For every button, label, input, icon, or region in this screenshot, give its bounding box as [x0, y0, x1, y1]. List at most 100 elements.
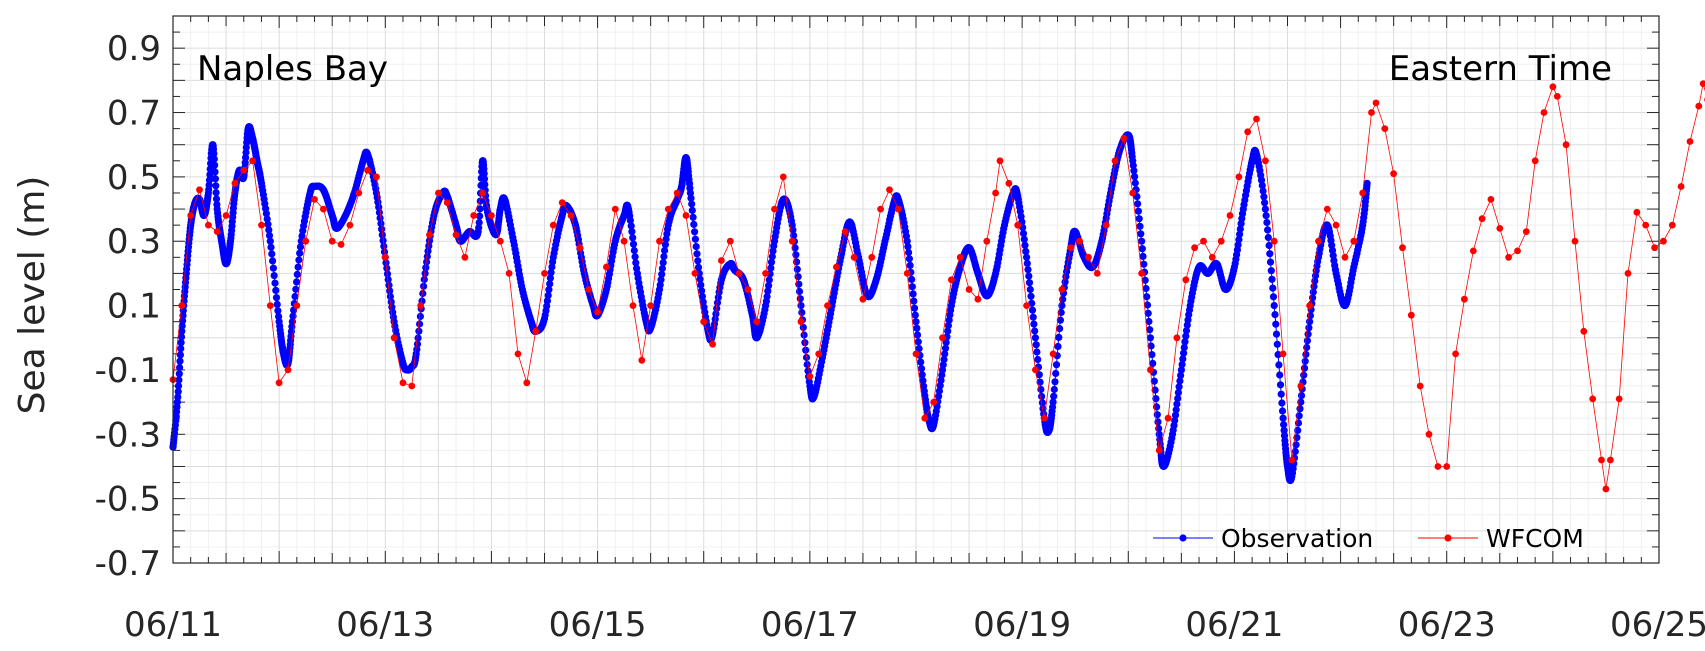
- observation-point: [660, 252, 668, 261]
- observation-point: [1145, 317, 1153, 326]
- observation-point: [1267, 267, 1275, 275]
- observation-point: [686, 189, 695, 197]
- wfcom-point: [1434, 463, 1442, 470]
- observation-point: [905, 248, 913, 257]
- wfcom-point: [222, 212, 230, 219]
- wfcom-point: [594, 308, 601, 316]
- wfcom-point: [435, 189, 442, 197]
- series-layer: [169, 80, 1705, 493]
- observation-point: [697, 281, 705, 289]
- wfcom-point: [939, 334, 946, 342]
- observation-point: [1150, 377, 1158, 385]
- observation-point: [1171, 411, 1180, 419]
- observation-point: [377, 219, 385, 228]
- wfcom-point: [1262, 157, 1269, 165]
- wfcom-point: [753, 318, 761, 326]
- wfcom-point: [1155, 447, 1163, 454]
- observation-point: [176, 351, 184, 359]
- wfcom-point: [833, 263, 840, 271]
- observation-point: [694, 263, 703, 271]
- observation-point: [413, 345, 421, 353]
- observation-point: [413, 340, 422, 348]
- observation-point: [800, 331, 808, 339]
- wfcom-point: [337, 241, 345, 248]
- observation-point: [1300, 364, 1309, 372]
- wfcom-point: [841, 228, 849, 236]
- observation-point: [906, 261, 914, 269]
- observation-point: [293, 278, 301, 286]
- observation-point: [1303, 337, 1311, 345]
- wfcom-point: [886, 186, 893, 194]
- wfcom-point: [479, 189, 486, 197]
- observation-point: [1270, 302, 1278, 310]
- wfcom-point: [894, 205, 902, 213]
- observation-point: [1146, 334, 1154, 342]
- wfcom-point: [1461, 295, 1468, 303]
- observation-point: [913, 324, 921, 332]
- wfcom-point: [1164, 414, 1172, 422]
- wfcom-point: [664, 205, 672, 213]
- wfcom-point: [1607, 456, 1614, 464]
- observation-point: [1056, 325, 1064, 333]
- wfcom-point: [426, 231, 433, 239]
- observation-point: [1135, 215, 1143, 223]
- wfcom-point: [1111, 157, 1119, 165]
- wfcom-point: [496, 237, 504, 245]
- wfcom-point: [390, 334, 398, 342]
- observation-point: [1280, 421, 1288, 429]
- wfcom-point: [912, 350, 920, 358]
- observation-point: [801, 339, 809, 347]
- wfcom-point: [983, 237, 991, 245]
- observation-point: [1131, 179, 1139, 187]
- observation-point: [272, 294, 281, 302]
- observation-point: [1260, 193, 1268, 201]
- observation-point: [768, 252, 776, 261]
- wfcom-point: [682, 212, 690, 219]
- wfcom-point: [567, 212, 575, 219]
- wfcom-point: [1315, 237, 1322, 245]
- observation-point: [211, 175, 219, 183]
- observation-point: [210, 150, 218, 158]
- wfcom-point: [1138, 270, 1145, 277]
- observation-point: [917, 358, 925, 366]
- observation-point: [912, 318, 920, 326]
- wfcom-point: [1514, 247, 1521, 255]
- observation-point: [272, 286, 280, 294]
- observation-point: [691, 228, 699, 236]
- observation-point: [941, 350, 949, 358]
- observation-point: [661, 241, 670, 249]
- wfcom-point: [505, 270, 513, 277]
- x-tick-label: 06/15: [549, 605, 647, 645]
- observation-point: [546, 274, 555, 282]
- observation-point: [1300, 371, 1308, 379]
- observation-point: [804, 367, 812, 375]
- wfcom-point: [1067, 244, 1075, 252]
- wfcom-point: [364, 167, 371, 174]
- wfcom-point: [1553, 93, 1561, 100]
- observation-point: [1182, 327, 1191, 335]
- observation-point: [1177, 371, 1185, 379]
- y-tick-label: 0.9: [107, 29, 161, 69]
- observation-point: [1054, 342, 1062, 351]
- observation-point: [1035, 371, 1043, 379]
- observation-point: [1019, 229, 1028, 237]
- observation-point: [1052, 369, 1060, 378]
- wfcom-point: [921, 414, 929, 422]
- wfcom-point: [178, 302, 186, 309]
- observation-point: [1234, 241, 1242, 249]
- y-tick-labels: 0.9 0.7 0.5 0.3 0.1 -0.1 -0.3 -0.5 -0.7: [95, 29, 161, 584]
- observation-point: [1034, 355, 1042, 364]
- observation-point: [265, 231, 274, 240]
- wfcom-point: [603, 263, 610, 271]
- observation-point: [1025, 272, 1033, 280]
- observation-point: [175, 370, 183, 378]
- wfcom-point: [1058, 286, 1066, 293]
- observation-point: [915, 345, 923, 353]
- observation-point: [1171, 416, 1179, 425]
- observation-point: [1261, 205, 1269, 213]
- observation-point: [1172, 406, 1180, 414]
- observation-point: [1032, 341, 1040, 349]
- observation-point: [1022, 247, 1030, 255]
- wfcom-point: [1381, 125, 1389, 132]
- observation-point: [910, 304, 919, 312]
